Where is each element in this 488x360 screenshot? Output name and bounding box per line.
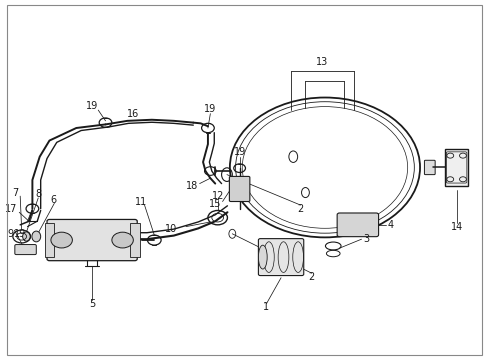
Text: 16: 16	[127, 109, 139, 119]
Text: 8: 8	[35, 189, 41, 199]
Text: 4: 4	[387, 220, 393, 230]
Ellipse shape	[258, 245, 266, 269]
Text: 2: 2	[308, 272, 314, 282]
FancyBboxPatch shape	[44, 223, 54, 257]
FancyBboxPatch shape	[336, 213, 378, 237]
Ellipse shape	[22, 232, 30, 241]
Text: 6: 6	[50, 195, 56, 205]
Text: 2: 2	[297, 204, 303, 214]
Text: 5: 5	[89, 299, 95, 309]
FancyBboxPatch shape	[444, 149, 468, 186]
Text: 19: 19	[14, 229, 26, 239]
Text: 11: 11	[135, 197, 147, 207]
Text: 15: 15	[209, 199, 221, 210]
FancyBboxPatch shape	[47, 220, 137, 261]
Text: 3: 3	[363, 234, 369, 244]
Text: 12: 12	[211, 191, 224, 201]
Circle shape	[112, 232, 133, 248]
Text: 19: 19	[233, 147, 245, 157]
Text: 19: 19	[86, 102, 98, 112]
Text: 13: 13	[316, 57, 328, 67]
Text: 18: 18	[185, 181, 198, 191]
FancyBboxPatch shape	[229, 176, 249, 202]
Text: 14: 14	[449, 222, 462, 231]
Text: 19: 19	[204, 104, 216, 114]
Ellipse shape	[32, 231, 41, 242]
FancyBboxPatch shape	[424, 160, 434, 175]
Circle shape	[51, 232, 72, 248]
Text: 7: 7	[12, 188, 19, 198]
FancyBboxPatch shape	[258, 239, 303, 275]
FancyBboxPatch shape	[130, 223, 140, 257]
FancyBboxPatch shape	[15, 244, 36, 255]
Text: 10: 10	[165, 225, 177, 234]
Text: 1: 1	[263, 302, 269, 312]
Text: 17: 17	[5, 204, 18, 215]
Text: 9: 9	[7, 229, 14, 239]
